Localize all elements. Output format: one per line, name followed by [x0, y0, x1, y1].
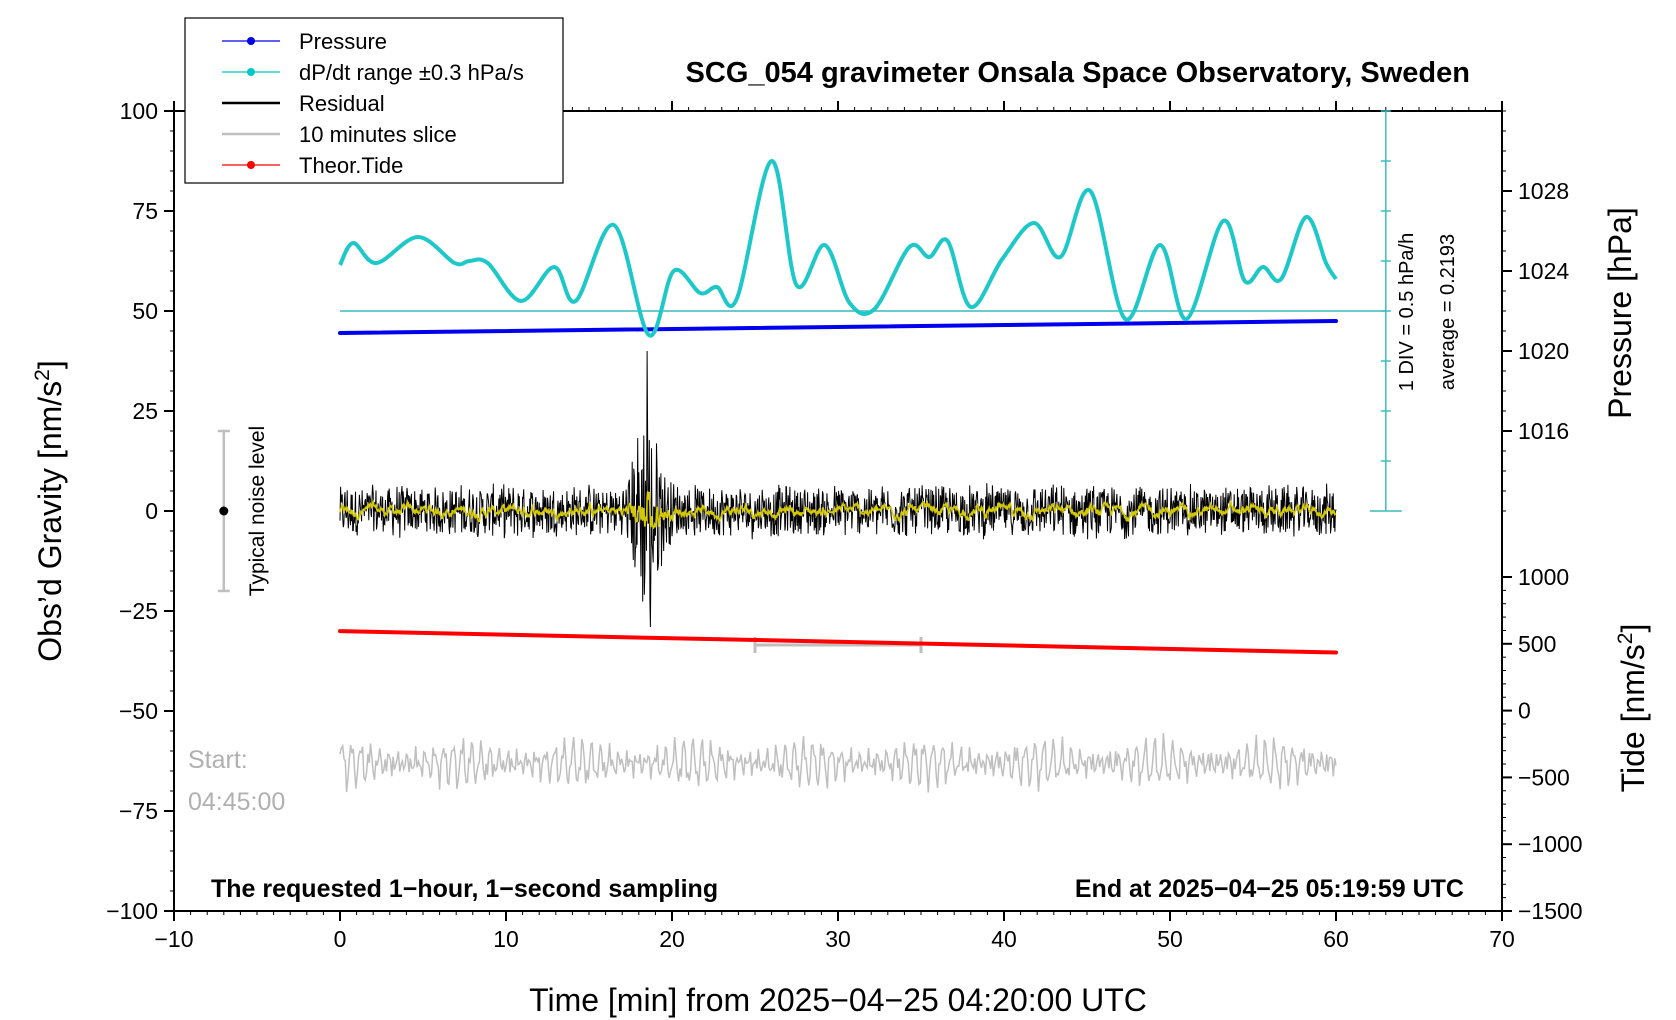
x-tick-label: 70 — [1489, 926, 1515, 952]
y-tick-label: 0 — [145, 498, 158, 524]
y-tick-label: 25 — [132, 398, 158, 424]
legend-label: Residual — [299, 91, 385, 116]
x-tick-label: −10 — [154, 926, 193, 952]
y-tick-label: −50 — [119, 698, 158, 724]
y-axis-pressure: 1028 1024 1020 1016 — [1501, 110, 1569, 512]
y-tick-label: 75 — [132, 198, 158, 224]
legend-item: dP/dt range ±0.3 hPa/s — [222, 60, 524, 85]
tide-tick-label: −500 — [1518, 764, 1570, 790]
legend-swatch-marker — [247, 161, 255, 169]
x-axis: −10 0 10 20 30 40 50 60 70 — [154, 101, 1515, 952]
pressure-tick-label: 1016 — [1518, 418, 1569, 444]
tide-tick-label: 1000 — [1518, 564, 1569, 590]
legend-label: Theor.Tide — [299, 153, 403, 178]
legend-label: 10 minutes slice — [299, 122, 457, 147]
x-tick-label: 0 — [334, 926, 347, 952]
legend-item: Theor.Tide — [222, 153, 403, 178]
y-tick-label: 100 — [120, 98, 158, 124]
tide-tick-label: 0 — [1518, 698, 1531, 724]
legend-item: Residual — [222, 91, 385, 116]
legend: Pressure dP/dt range ±0.3 hPa/s Residual 10… — [184, 17, 564, 184]
pressure-line — [338, 319, 1338, 335]
legend-label: dP/dt range ±0.3 hPa/s — [299, 60, 524, 85]
x-tick-label: 50 — [1157, 926, 1183, 952]
tide-line — [338, 629, 1338, 655]
y-tick-label: −100 — [106, 898, 158, 924]
residual-line — [339, 350, 1337, 628]
chart-title: SCG_054 gravimeter Onsala Space Observat… — [686, 57, 1470, 89]
dpdt-line — [338, 158, 1338, 338]
x-tick-label: 40 — [991, 926, 1017, 952]
legend-swatch-marker — [247, 68, 255, 76]
legend-item: 10 minutes slice — [222, 122, 457, 147]
legend-label: Pressure — [299, 29, 387, 54]
tide-axis-title: Tide [nm/s2] — [1614, 624, 1651, 793]
tide-tick-label: −1000 — [1518, 831, 1583, 857]
legend-swatch-marker — [247, 37, 255, 45]
y-tick-label: −75 — [119, 798, 158, 824]
pressure-tick-label: 1024 — [1518, 258, 1569, 284]
data-series — [338, 158, 1386, 793]
pressure-tick-label: 1028 — [1518, 178, 1569, 204]
noise-bar-dot — [219, 506, 229, 516]
tide-tick-label: 500 — [1518, 631, 1556, 657]
dpdt-scale-label: 1 DIV = 0.5 hPa/h — [1396, 233, 1418, 391]
noise-level-bar — [217, 429, 230, 593]
x-tick-label: 60 — [1323, 926, 1349, 952]
x-axis-title: Time [min] from 2025−04−25 04:20:00 UTC — [529, 982, 1147, 1018]
legend-item: Pressure — [222, 29, 387, 54]
y-axis-tide: 1000 500 0 −500 −1000 −1500 — [1501, 563, 1583, 924]
y-tick-label: 50 — [132, 298, 158, 324]
tide-tick-label: −1500 — [1518, 898, 1583, 924]
y-axis-title: Obs’d Gravity [nm/s2] — [31, 360, 68, 662]
end-time-note: End at 2025−04−25 05:19:59 UTC — [1075, 875, 1464, 903]
y-tick-label: −25 — [119, 598, 158, 624]
legend-box — [184, 17, 564, 184]
x-tick-label: 10 — [493, 926, 519, 952]
x-tick-label: 30 — [825, 926, 851, 952]
pressure-tick-label: 1020 — [1518, 338, 1569, 364]
slice-line — [339, 732, 1337, 793]
y-axis-gravity: 100 75 50 25 0 −25 −50 −75 −100 — [106, 98, 174, 924]
dpdt-average-label: average = 0.2193 — [1437, 234, 1459, 390]
x-tick-label: 20 — [659, 926, 685, 952]
residual-smoothed-line — [339, 491, 1337, 530]
start-time-label: 04:45:00 — [188, 788, 285, 816]
start-label: Start: — [188, 746, 248, 774]
noise-level-label: Typical noise level — [246, 426, 269, 596]
sampling-note: The requested 1−hour, 1−second sampling — [211, 875, 718, 903]
pressure-axis-title: Pressure [hPa] — [1602, 207, 1638, 419]
